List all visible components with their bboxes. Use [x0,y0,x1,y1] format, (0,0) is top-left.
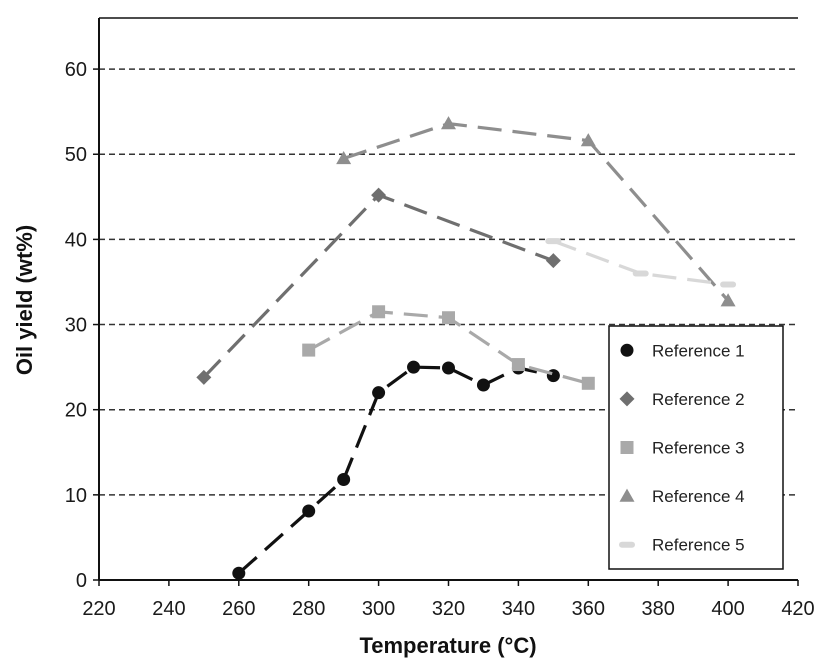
series-5-point-2 [632,270,649,277]
series-5-line [552,239,729,287]
x-tick-label-380: 380 [642,598,675,620]
series-2-point-2 [371,187,387,203]
x-tick-label-320: 320 [432,598,465,620]
legend-label-3: Reference 3 [652,439,745,458]
legend-marker-1 [620,343,634,357]
series-3-point-1 [302,343,316,357]
series-1-point-6 [442,361,455,375]
legend-marker-5 [619,541,635,548]
series-4 [336,116,736,307]
legend-label-4: Reference 4 [652,487,745,506]
legend-box [608,325,784,570]
x-tick-label-280: 280 [292,598,325,620]
x-tick-label-360: 360 [572,598,605,620]
legend-label-1: Reference 1 [652,341,745,360]
legend-label-2: Reference 2 [652,390,745,409]
y-tick-label-50: 50 [65,144,87,166]
axis-ticks: 0 10 20 30 40 50 60 220 240 260 280 300 320 340 360 380… [65,59,815,620]
series-1 [232,360,560,580]
y-tick-label-0: 0 [76,570,87,592]
series-5 [545,238,737,288]
series-2-point-1 [196,369,212,385]
x-axis-title: Temperature (°C) [359,633,536,658]
series-1-point-4 [372,386,386,400]
legend-marker-4 [619,488,635,502]
legend-marker-2 [619,391,635,407]
series-5-point-1 [545,238,562,245]
series-2 [196,187,561,385]
legend-marker-3 [620,441,634,454]
y-tick-label-30: 30 [65,315,87,337]
x-tick-label-420: 420 [781,598,814,620]
y-tick-label-60: 60 [65,59,87,81]
series-4-point-1 [336,151,352,165]
x-tick-label-240: 240 [152,598,185,620]
x-tick-label-260: 260 [222,598,255,620]
x-tick-label-220: 220 [82,598,115,620]
x-tick-label-300: 300 [362,598,395,620]
series-3-point-4 [511,358,525,372]
series-3-point-3 [442,311,455,325]
series-1-point-1 [232,566,246,580]
y-tick-label-10: 10 [65,485,87,507]
series-1-point-7 [476,378,490,392]
y-axis-title: Oil yield (wt%) [12,225,37,375]
series-1-point-2 [302,504,316,518]
series-3-point-2 [372,305,386,319]
series-4-point-2 [441,116,456,130]
series-layer [196,116,737,580]
series-3 [302,305,595,390]
series-1-point-5 [407,360,421,374]
legend-label-5: Reference 5 [652,536,745,555]
series-3-point-5 [581,376,595,390]
x-tick-label-400: 400 [711,598,744,620]
series-1-point-3 [337,473,351,487]
series-5-point-3 [720,281,737,288]
legend: Reference 1 Reference 2 Reference 3 Referen… [608,325,784,570]
series-4-point-4 [720,293,736,307]
series-4-point-3 [580,133,596,147]
y-tick-label-40: 40 [65,229,87,251]
series-1-line [237,365,554,575]
series-4-line [343,122,730,302]
series-2-line [202,193,554,379]
y-tick-label-20: 20 [65,400,87,422]
series-2-point-3 [545,253,561,269]
x-tick-label-340: 340 [502,598,535,620]
